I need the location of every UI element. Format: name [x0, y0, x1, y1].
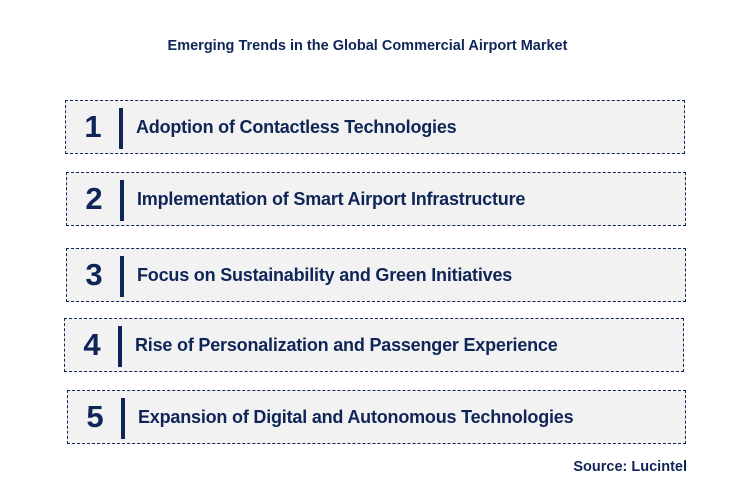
trend-item-1: 1 Adoption of Contactless Technologies — [65, 100, 685, 154]
source-credit: Source: Lucintel — [573, 459, 687, 475]
trend-label: Implementation of Smart Airport Infrastr… — [137, 188, 526, 209]
trend-label: Expansion of Digital and Autonomous Tech… — [138, 406, 574, 427]
divider-bar — [120, 180, 124, 221]
trend-item-2: 2 Implementation of Smart Airport Infras… — [66, 172, 686, 226]
trend-item-4: 4 Rise of Personalization and Passenger … — [64, 318, 684, 372]
trend-label: Adoption of Contactless Technologies — [136, 116, 457, 137]
divider-bar — [119, 108, 123, 149]
trend-number: 1 — [84, 109, 102, 144]
trend-number: 5 — [86, 399, 104, 434]
trend-label: Focus on Sustainability and Green Initia… — [137, 264, 513, 285]
trend-number: 3 — [85, 257, 103, 292]
divider-bar — [118, 326, 122, 367]
divider-bar — [121, 398, 125, 439]
trend-item-3: 3 Focus on Sustainability and Green Init… — [66, 248, 686, 302]
diagram-title: Emerging Trends in the Global Commercial… — [167, 38, 568, 54]
divider-bar — [120, 256, 124, 297]
trend-number: 2 — [85, 181, 103, 216]
trend-number: 4 — [83, 327, 101, 362]
trend-label: Rise of Personalization and Passenger Ex… — [135, 334, 558, 355]
trend-item-5: 5 Expansion of Digital and Autonomous Te… — [67, 390, 686, 444]
